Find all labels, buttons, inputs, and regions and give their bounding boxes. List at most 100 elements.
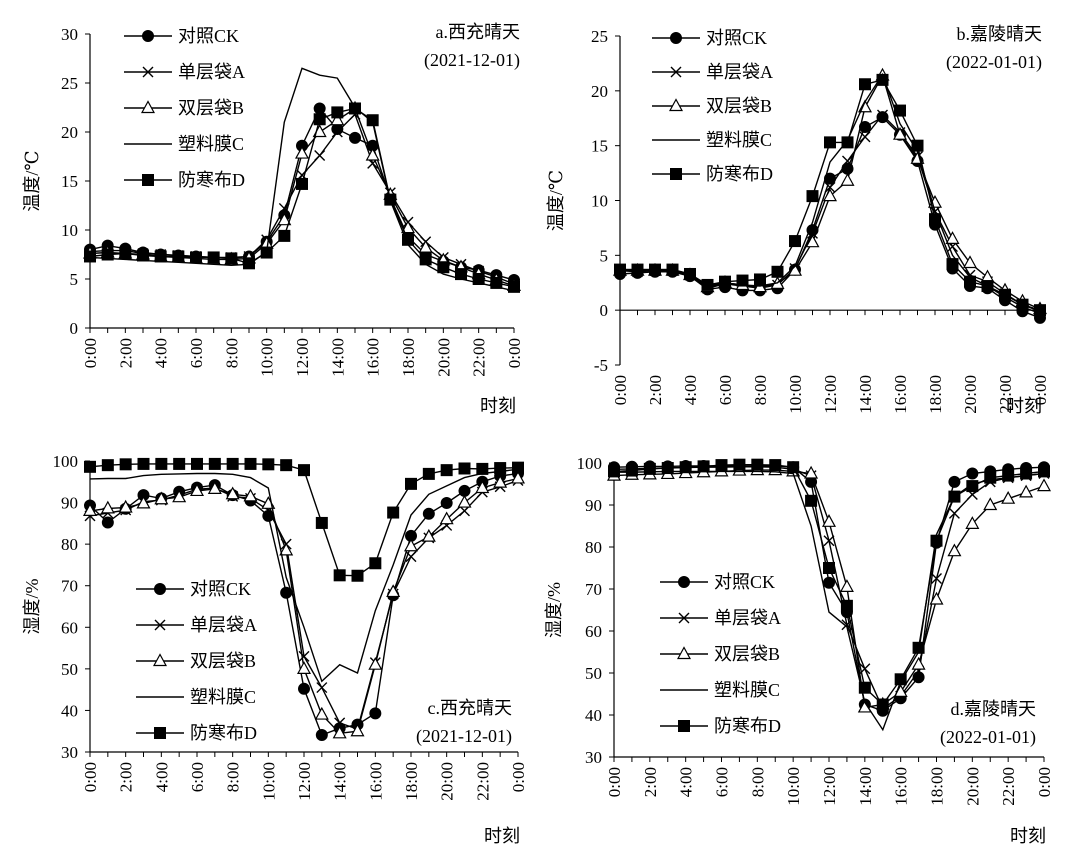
data-point bbox=[298, 682, 310, 695]
data-point bbox=[366, 114, 379, 127]
data-point bbox=[1036, 478, 1052, 492]
data-point bbox=[894, 104, 906, 117]
data-point bbox=[173, 457, 186, 470]
data-point bbox=[314, 150, 326, 162]
series-line-3 bbox=[89, 468, 519, 683]
legend-label: 双层袋B bbox=[178, 98, 244, 118]
data-point bbox=[118, 499, 133, 513]
x-tick-label: 12:00 bbox=[821, 375, 840, 414]
x-tick-label: 10:00 bbox=[786, 375, 805, 414]
x-tick-label: 22:00 bbox=[473, 762, 492, 801]
data-point bbox=[476, 462, 489, 475]
data-point bbox=[822, 188, 838, 202]
panel-label: d.嘉陵晴天 bbox=[951, 699, 1037, 719]
data-point bbox=[440, 464, 453, 477]
legend-marker bbox=[670, 32, 682, 44]
legend-marker bbox=[154, 583, 166, 595]
data-point bbox=[315, 728, 328, 741]
data-point bbox=[715, 459, 728, 472]
legend-marker bbox=[678, 612, 690, 624]
y-tick-label: 0 bbox=[70, 319, 79, 338]
x-tick-label: 0:00 bbox=[1031, 375, 1050, 405]
x-tick-label: 20:00 bbox=[963, 767, 982, 806]
data-point bbox=[876, 111, 889, 124]
data-point bbox=[1002, 469, 1015, 482]
data-point bbox=[490, 276, 503, 289]
data-point bbox=[805, 494, 818, 507]
data-point bbox=[190, 251, 202, 264]
data-point bbox=[100, 500, 115, 514]
y-axis-title: 湿度/% bbox=[22, 578, 42, 634]
data-point bbox=[384, 193, 397, 206]
x-tick-label: 0:00 bbox=[81, 338, 100, 368]
legend-marker bbox=[142, 66, 154, 78]
data-point bbox=[458, 484, 471, 497]
data-point bbox=[649, 263, 661, 276]
y-tick-label: 25 bbox=[591, 27, 608, 46]
data-point bbox=[679, 461, 692, 474]
data-point bbox=[666, 263, 679, 276]
data-point bbox=[643, 462, 656, 475]
data-point bbox=[296, 177, 308, 190]
data-point bbox=[751, 458, 764, 471]
data-point bbox=[840, 599, 853, 612]
data-point bbox=[368, 656, 383, 670]
data-point bbox=[172, 489, 187, 503]
x-tick-label: 16:00 bbox=[892, 767, 911, 806]
x-tick-label: 16:00 bbox=[364, 338, 383, 377]
data-point bbox=[877, 109, 888, 121]
data-point bbox=[1016, 298, 1029, 311]
legend-label: 塑料膜C bbox=[190, 687, 256, 707]
data-point bbox=[101, 459, 114, 472]
legend-label: 单层袋A bbox=[714, 608, 781, 628]
data-point bbox=[437, 261, 450, 274]
x-tick-label: 14:00 bbox=[328, 338, 347, 377]
data-point bbox=[298, 464, 310, 477]
data-point bbox=[930, 534, 943, 547]
data-point bbox=[191, 457, 203, 470]
y-tick-label: 10 bbox=[591, 192, 608, 211]
data-point bbox=[754, 273, 766, 286]
x-tick-label: 10:00 bbox=[784, 767, 803, 806]
y-tick-label: 40 bbox=[61, 701, 78, 720]
x-tick-label: 22:00 bbox=[999, 767, 1018, 806]
chart-panel-0: 0 5 10 15 20 25 30 0:00 2:00 4:00 6:00 8:00 10:00 12:… bbox=[22, 22, 524, 416]
data-point bbox=[964, 275, 976, 288]
data-point bbox=[403, 538, 419, 552]
x-tick-label: 6:00 bbox=[188, 762, 207, 792]
y-tick-label: 30 bbox=[61, 25, 78, 44]
data-point bbox=[840, 173, 855, 186]
data-point bbox=[386, 584, 401, 598]
data-point bbox=[701, 278, 714, 291]
data-point bbox=[912, 641, 925, 654]
data-point bbox=[277, 212, 292, 226]
x-tick-label: 12:00 bbox=[293, 338, 312, 377]
data-point bbox=[331, 126, 343, 138]
data-point bbox=[172, 250, 185, 263]
data-point bbox=[823, 535, 835, 547]
data-point bbox=[631, 263, 644, 276]
legend-label: 防寒布D bbox=[714, 716, 781, 736]
data-point bbox=[369, 557, 382, 570]
x-tick-label: 4:00 bbox=[152, 762, 171, 792]
data-point bbox=[296, 661, 312, 674]
data-point bbox=[789, 235, 801, 248]
x-tick-label: 20:00 bbox=[434, 338, 453, 377]
panel-date: (2021-12-01) bbox=[424, 50, 520, 71]
data-point bbox=[684, 267, 696, 280]
data-point bbox=[334, 717, 346, 729]
data-point bbox=[226, 457, 239, 470]
y-tick-label: -5 bbox=[594, 356, 608, 375]
data-point bbox=[733, 458, 746, 471]
data-point bbox=[1019, 484, 1034, 498]
data-point bbox=[859, 121, 871, 134]
x-tick-label: 2:00 bbox=[117, 762, 136, 792]
data-point bbox=[999, 288, 1011, 301]
x-tick-label: 4:00 bbox=[152, 338, 171, 368]
chart-panel-2: 30 40 50 60 70 80 90 100 0:00 2:00 4:00 6:00 8:00 10:… bbox=[22, 452, 528, 846]
y-tick-label: 30 bbox=[585, 748, 602, 767]
data-point bbox=[806, 190, 819, 203]
data-point bbox=[189, 483, 205, 497]
x-tick-label: 0:00 bbox=[605, 767, 624, 797]
data-point bbox=[314, 706, 329, 720]
